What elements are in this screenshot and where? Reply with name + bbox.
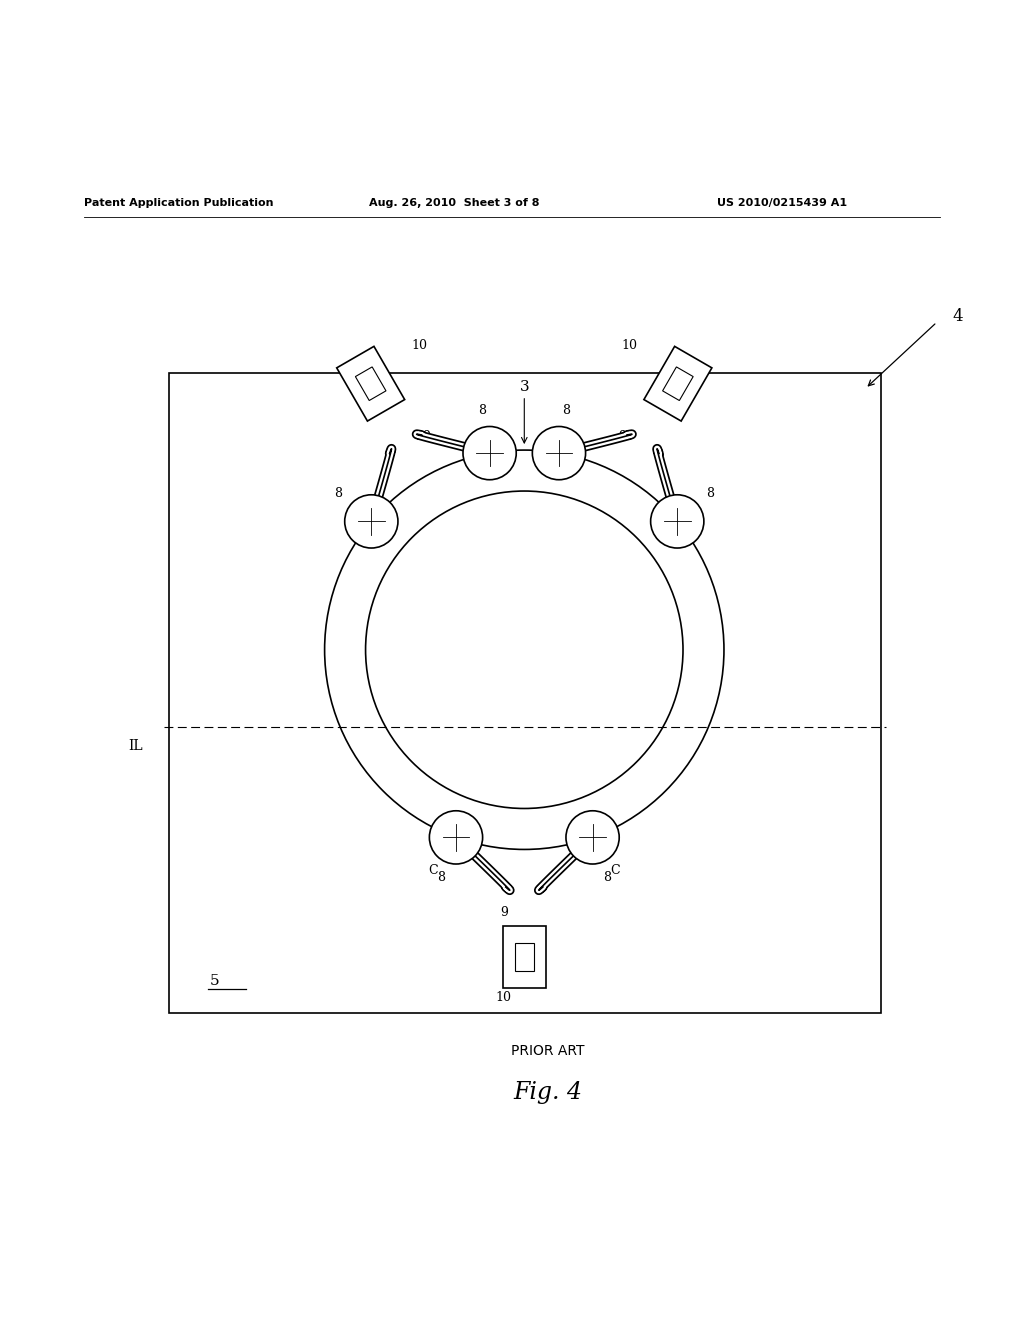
- Text: 10: 10: [622, 339, 637, 352]
- Circle shape: [532, 426, 586, 479]
- Text: Patent Application Publication: Patent Application Publication: [84, 198, 273, 209]
- Text: 10: 10: [496, 991, 512, 1005]
- Text: PRIOR ART: PRIOR ART: [511, 1044, 585, 1059]
- Polygon shape: [515, 942, 534, 970]
- Text: Aug. 26, 2010  Sheet 3 of 8: Aug. 26, 2010 Sheet 3 of 8: [369, 198, 540, 209]
- Polygon shape: [355, 367, 386, 400]
- Text: IL: IL: [129, 739, 143, 752]
- Polygon shape: [337, 346, 404, 421]
- Text: 8: 8: [437, 871, 445, 884]
- Circle shape: [650, 495, 703, 548]
- Text: 10: 10: [412, 339, 427, 352]
- Text: 8: 8: [478, 404, 486, 417]
- Circle shape: [463, 426, 516, 479]
- Text: C: C: [610, 863, 620, 876]
- Polygon shape: [644, 346, 712, 421]
- Text: 4: 4: [952, 309, 963, 326]
- Text: 8: 8: [707, 487, 714, 500]
- Polygon shape: [663, 367, 693, 400]
- Bar: [169, 374, 881, 1014]
- Text: 8: 8: [335, 487, 342, 500]
- Circle shape: [429, 810, 482, 865]
- Text: 8: 8: [562, 404, 570, 417]
- Circle shape: [345, 495, 398, 548]
- Text: 8: 8: [603, 871, 611, 884]
- Text: C: C: [429, 863, 438, 876]
- Text: US 2010/0215439 A1: US 2010/0215439 A1: [717, 198, 847, 209]
- Circle shape: [566, 810, 620, 865]
- Text: 5: 5: [210, 974, 219, 987]
- Text: 9: 9: [500, 906, 508, 919]
- Polygon shape: [503, 927, 546, 987]
- Text: 3: 3: [519, 380, 529, 393]
- Text: 9: 9: [618, 430, 626, 444]
- Text: Fig. 4: Fig. 4: [513, 1081, 583, 1104]
- Text: 9: 9: [423, 430, 430, 444]
